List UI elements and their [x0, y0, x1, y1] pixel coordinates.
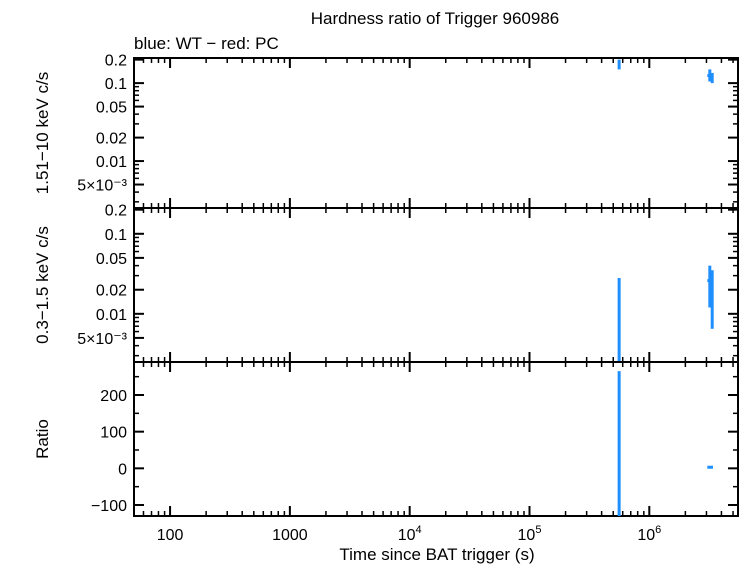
plot-frame: [133, 207, 739, 363]
y-tick-label: −100: [91, 498, 127, 515]
y-tick-label: 200: [100, 388, 127, 405]
y-axis-label: Ratio: [33, 419, 52, 459]
y-axis-label: 0.3−1.5 keV c/s: [33, 226, 52, 344]
y-tick-label: 0.1: [105, 76, 127, 93]
chart-title: Hardness ratio of Trigger 960986: [311, 9, 560, 28]
y-tick-label: 0.2: [105, 53, 127, 70]
y-tick-label: 0.05: [96, 100, 127, 117]
y-tick-label: 0.1: [105, 227, 127, 244]
x-tick-label: 104: [398, 524, 422, 544]
panel-bottom: 200 100 0 −100 Ratio: [33, 361, 739, 517]
y-tick-label: 0.2: [105, 203, 127, 220]
plot-frame: [133, 361, 739, 517]
y-tick-label: 0.05: [96, 251, 127, 268]
y-tick-label: 0.02: [96, 283, 127, 300]
y-tick-label: 0.01: [96, 154, 127, 171]
panel-top: 0.2 0.1 0.05 0.02 0.01 5×10⁻³ 1.51−10 keV c/s: [33, 53, 739, 209]
y-tick-label: 0.01: [96, 307, 127, 324]
y-axis-label: 1.51−10 keV c/s: [33, 72, 52, 194]
x-tick-label: 106: [637, 524, 661, 544]
chart-subtitle: blue: WT − red: PC: [134, 34, 279, 53]
y-tick-label: 5×10⁻³: [77, 331, 127, 348]
x-tick-label: 100: [157, 527, 184, 544]
x-tick-label: 1000: [272, 527, 308, 544]
y-tick-label: 0: [118, 461, 127, 478]
y-tick-label: 100: [100, 425, 127, 442]
x-tick-label: 105: [518, 524, 542, 544]
panel-middle: 0.2 0.1 0.05 0.02 0.01 5×10⁻³ 0.3−1.5 keV c/s: [33, 203, 739, 363]
plot-frame: [133, 57, 739, 209]
y-tick-label: 5×10⁻³: [77, 178, 127, 195]
x-axis-label: Time since BAT trigger (s): [339, 545, 534, 564]
y-tick-label: 0.02: [96, 131, 127, 148]
